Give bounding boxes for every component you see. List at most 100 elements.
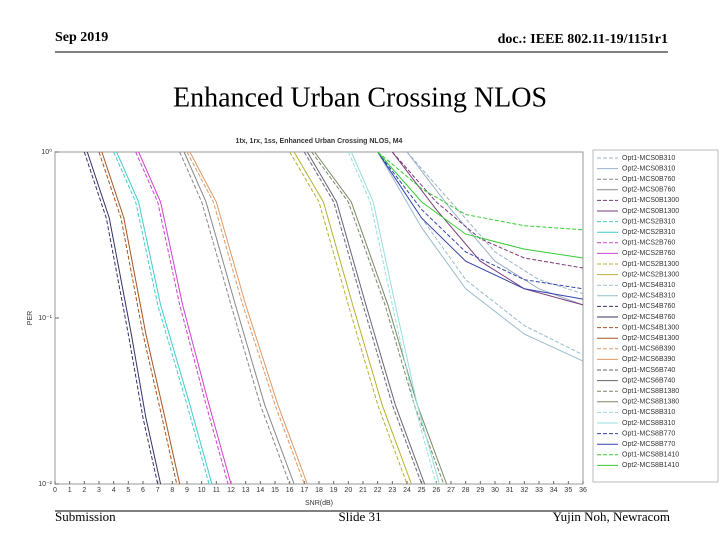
series-line <box>186 151 305 485</box>
legend-label: Opt1-MCS8B1380 <box>622 388 679 395</box>
series-line <box>311 151 445 485</box>
series-line <box>347 151 437 485</box>
chart-title: 1tx, 1rx, 1ss, Enhanced Urban Crossing N… <box>236 138 403 145</box>
legend-label: Opt1-MCS0B310 <box>622 155 675 162</box>
y-axis-label: PER <box>27 311 34 325</box>
series-line <box>391 151 584 269</box>
x-tick-label: 26 <box>432 487 440 494</box>
x-tick-label: 30 <box>491 487 499 494</box>
x-tick-label: 32 <box>520 487 528 494</box>
x-tick-label: 8 <box>170 487 174 494</box>
header-date: Sep 2019 <box>55 30 108 45</box>
series-line <box>377 151 584 290</box>
legend-label: Opt1-MCS2B310 <box>622 218 675 225</box>
y-tick-label: 10⁻² <box>38 481 52 488</box>
x-tick-label: 34 <box>550 487 558 494</box>
x-tick-label: 23 <box>388 487 396 494</box>
series-line <box>350 151 440 485</box>
legend-label: Opt1-MCS0B760 <box>622 176 675 183</box>
legend-label: Opt2-MCS2B1300 <box>622 271 679 278</box>
legend-label: Opt2-MCS8B310 <box>622 420 675 427</box>
x-tick-label: 19 <box>330 487 338 494</box>
series-line <box>377 151 584 231</box>
x-tick-label: 27 <box>447 487 455 494</box>
series-line <box>377 151 584 362</box>
x-tick-label: 17 <box>300 487 308 494</box>
footer-right: Yujin Noh, Newracom <box>553 509 670 524</box>
x-tick-label: 2 <box>82 487 86 494</box>
x-tick-label: 1 <box>68 487 72 494</box>
series-line <box>391 151 584 306</box>
legend-box <box>592 149 719 483</box>
footer-center: Slide 31 <box>339 509 382 524</box>
slide-title: Enhanced Urban Crossing NLOS <box>173 82 547 113</box>
series-line <box>116 151 213 485</box>
series-line <box>98 151 178 485</box>
legend-label: Opt2-MCS0B760 <box>622 187 675 194</box>
legend-label: Opt2-MCS0B1300 <box>622 208 679 215</box>
series-line <box>406 151 584 295</box>
legend-label: Opt1-MCS4B760 <box>622 303 675 310</box>
series-line <box>314 151 448 485</box>
series-line <box>377 151 584 300</box>
legend-label: Opt1-MCS2B1300 <box>622 261 679 268</box>
header-doc: doc.: IEEE 802.11-19/1151r1 <box>498 32 668 47</box>
series-line <box>377 151 584 259</box>
x-tick-label: 9 <box>185 487 189 494</box>
x-tick-label: 10 <box>198 487 206 494</box>
x-tick-label: 16 <box>286 487 294 494</box>
x-tick-label: 24 <box>403 487 411 494</box>
x-tick-label: 6 <box>141 487 145 494</box>
x-tick-label: 4 <box>112 487 116 494</box>
x-tick-label: 35 <box>564 487 572 494</box>
series-line <box>113 151 210 485</box>
y-tick-label: 10⁻¹ <box>38 315 52 322</box>
series-line <box>86 151 162 485</box>
legend-label: Opt1-MCS4B1300 <box>622 324 679 331</box>
series-line <box>183 151 295 485</box>
legend-label: Opt2-MCS0B310 <box>622 165 675 172</box>
legend-label: Opt2-MCS8B1410 <box>622 462 679 469</box>
series-line <box>293 151 412 485</box>
legend-label: Opt2-MCS2B310 <box>622 229 675 236</box>
series-line <box>179 151 291 485</box>
x-tick-label: 11 <box>213 487 220 494</box>
x-axis-label: SNR(dB) <box>305 500 333 507</box>
x-tick-label: 14 <box>256 487 264 494</box>
y-tick-label: 10⁰ <box>41 148 52 156</box>
series-line <box>101 151 181 485</box>
footer-left: Submission <box>55 509 116 524</box>
x-tick-label: 21 <box>359 487 367 494</box>
x-tick-label: 12 <box>227 487 235 494</box>
series-line <box>306 151 426 485</box>
legend-label: Opt2-MCS4B760 <box>622 314 675 321</box>
legend-label: Opt2-MCS4B1300 <box>622 335 679 342</box>
series-line <box>138 151 232 485</box>
x-tick-label: 28 <box>462 487 470 494</box>
x-tick-label: 29 <box>476 487 484 494</box>
x-tick-label: 22 <box>374 487 382 494</box>
x-tick-label: 36 <box>579 487 587 494</box>
legend-label: Opt2-MCS4B310 <box>622 293 675 300</box>
x-tick-label: 25 <box>418 487 426 494</box>
x-tick-label: 0 <box>53 487 57 494</box>
series-line <box>289 151 408 485</box>
legend-label: Opt1-MCS0B1300 <box>622 197 679 204</box>
series-line <box>189 151 308 485</box>
x-tick-label: 20 <box>344 487 352 494</box>
series-line <box>135 151 229 485</box>
legend-label: Opt2-MCS8B770 <box>622 441 675 448</box>
series-line <box>83 151 159 485</box>
legend-label: Opt1-MCS8B770 <box>622 430 675 437</box>
legend-label: Opt1-MCS8B1410 <box>622 452 679 459</box>
x-tick-label: 33 <box>535 487 543 494</box>
legend-label: Opt1-MCS2B760 <box>622 240 675 247</box>
legend-label: Opt1-MCS4B310 <box>622 282 675 289</box>
legend-label: Opt1-MCS6B390 <box>622 346 675 353</box>
x-tick-label: 18 <box>315 487 323 494</box>
series-line <box>303 151 423 485</box>
x-tick-label: 5 <box>126 487 130 494</box>
x-tick-label: 7 <box>156 487 160 494</box>
legend-label: Opt1-MCS8B310 <box>622 409 675 416</box>
